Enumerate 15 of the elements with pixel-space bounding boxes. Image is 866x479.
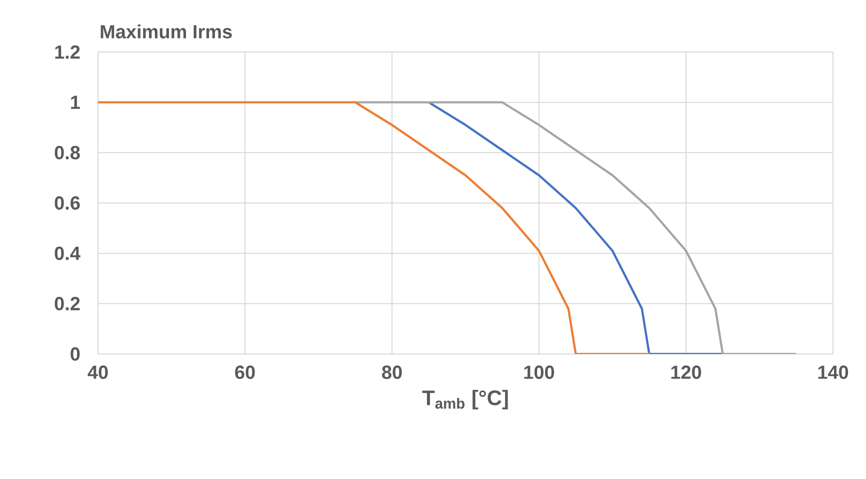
x-axis-title: T$_{amb}$ [°C] (422, 390, 508, 410)
y-tick-label: 0.8 (54, 146, 80, 160)
x-tick-label: 120 (671, 366, 702, 379)
x-tick-label: 40 (88, 366, 108, 379)
x-tick-label: 140 (818, 366, 848, 379)
y-tick-label: 0.6 (54, 196, 80, 210)
x-tick-label: 60 (235, 366, 255, 379)
y-tick-label: 0.2 (54, 296, 80, 310)
chart-title: Maximum Irms (100, 24, 232, 38)
x-tick-label: 100 (524, 366, 554, 379)
y-tick-label: 0.4 (54, 246, 80, 260)
y-tick-label: 1.2 (55, 45, 80, 59)
y-tick-label: 0 (70, 347, 80, 361)
y-tick-label: 1 (71, 96, 80, 109)
x-tick-label: 80 (382, 366, 402, 379)
